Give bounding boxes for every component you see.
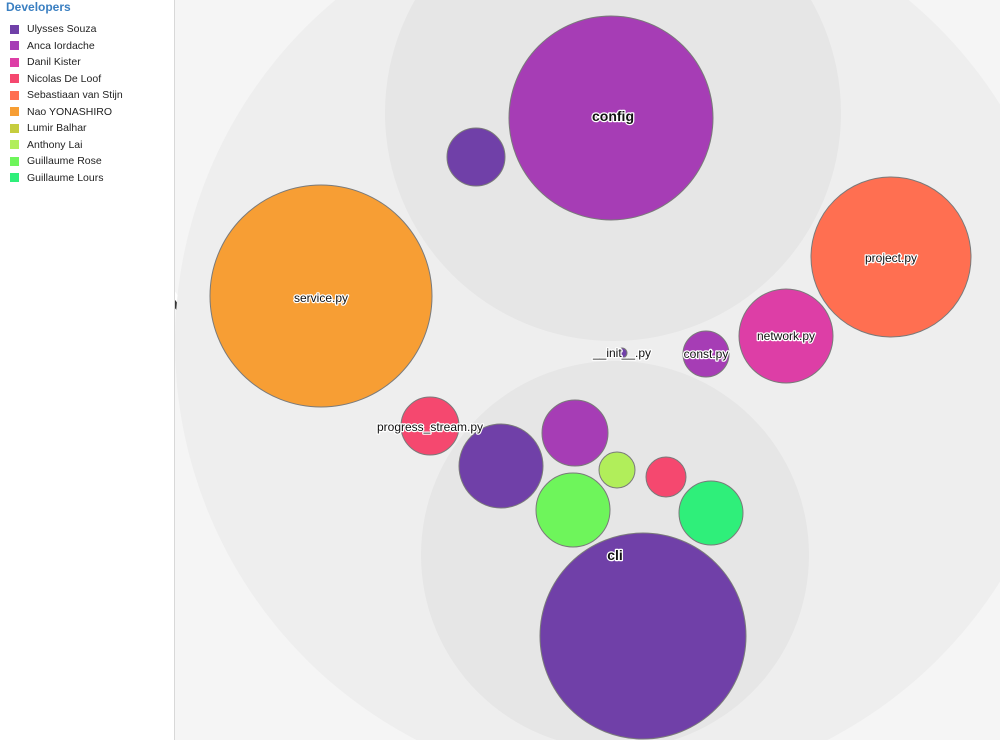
- legend-swatch: [10, 123, 19, 133]
- legend-item[interactable]: Anthony Lai: [10, 137, 123, 154]
- legend-label: Ulysses Souza: [27, 23, 97, 36]
- progress-stream-py-label: progress_stream.py: [377, 420, 483, 434]
- labels-layer: config service.py project.py network.py cons…: [293, 107, 919, 565]
- service-py-label: service.py: [294, 291, 348, 305]
- legend-item[interactable]: Anca Iordache: [10, 38, 123, 55]
- config-small-bubble[interactable]: [446, 127, 506, 187]
- legend-title: Developers: [6, 0, 71, 14]
- legend-item[interactable]: Guillaume Lours: [10, 170, 123, 187]
- cli-b5-bubble[interactable]: [535, 472, 611, 548]
- cli-folder-label: cli: [607, 547, 623, 563]
- legend-label: Danil Kister: [27, 56, 81, 69]
- network-py-label: network.py: [757, 329, 815, 343]
- config-folder-label: config: [592, 108, 634, 124]
- service-py-bubble[interactable]: [209, 184, 433, 408]
- project-py-bubble[interactable]: [810, 176, 972, 338]
- legend-label: Lumir Balhar: [27, 122, 87, 135]
- legend-label: Guillaume Rose: [27, 155, 102, 168]
- legend-swatch: [10, 57, 19, 67]
- legend-swatch: [10, 173, 19, 183]
- bubble-svg[interactable]: config service.py project.py network.py cons…: [175, 0, 1000, 740]
- legend-swatch: [10, 24, 19, 34]
- const-py-bubble[interactable]: [682, 330, 730, 378]
- init-py-label: __init__.py: [592, 346, 651, 360]
- legend-label: Nicolas De Loof: [27, 72, 102, 85]
- legend-item[interactable]: Lumir Balhar: [10, 120, 123, 137]
- legend-label: Guillaume Lours: [27, 171, 104, 184]
- cli-b6-bubble[interactable]: [678, 480, 744, 546]
- init-py-bubble[interactable]: [616, 347, 628, 359]
- legend-item[interactable]: Sebastiaan van Stijn: [10, 87, 123, 104]
- cli-b1-bubble[interactable]: [458, 423, 544, 509]
- nodes-layer[interactable]: [209, 0, 972, 740]
- legend-item[interactable]: Ulysses Souza: [10, 21, 123, 38]
- legend-item[interactable]: Guillaume Rose: [10, 153, 123, 170]
- legend-label: Sebastiaan van Stijn: [27, 89, 123, 102]
- legend-panel: Developers Ulysses Souza Anca Iordache Dan…: [0, 0, 175, 740]
- project-py-label: project.py: [865, 251, 917, 265]
- legend-list: Ulysses Souza Anca Iordache Danil Kister Ni…: [10, 21, 123, 186]
- legend-swatch: [10, 140, 19, 150]
- const-py-label: const.py: [684, 347, 729, 361]
- progress-stream-py-bubble[interactable]: [400, 396, 460, 456]
- cli-b3-bubble[interactable]: [598, 451, 636, 489]
- legend-item[interactable]: Nao YONASHIRO: [10, 104, 123, 121]
- cli-main-bubble[interactable]: [539, 532, 747, 740]
- legend-swatch: [10, 41, 19, 51]
- legend-item[interactable]: Nicolas De Loof: [10, 71, 123, 88]
- cli-b2-bubble[interactable]: [541, 399, 609, 467]
- legend-label: Anca Iordache: [27, 39, 95, 52]
- network-py-bubble[interactable]: [738, 288, 834, 384]
- bubble-visualization[interactable]: config service.py project.py network.py cons…: [175, 0, 1000, 740]
- config-main-bubble[interactable]: [508, 15, 714, 221]
- legend-swatch: [10, 90, 19, 100]
- legend-swatch: [10, 156, 19, 166]
- cli-b4-bubble[interactable]: [645, 456, 687, 498]
- legend-item[interactable]: Danil Kister: [10, 54, 123, 71]
- legend-label: Nao YONASHIRO: [27, 105, 112, 118]
- legend-label: Anthony Lai: [27, 138, 83, 151]
- legend-swatch: [10, 74, 19, 84]
- legend-swatch: [10, 107, 19, 117]
